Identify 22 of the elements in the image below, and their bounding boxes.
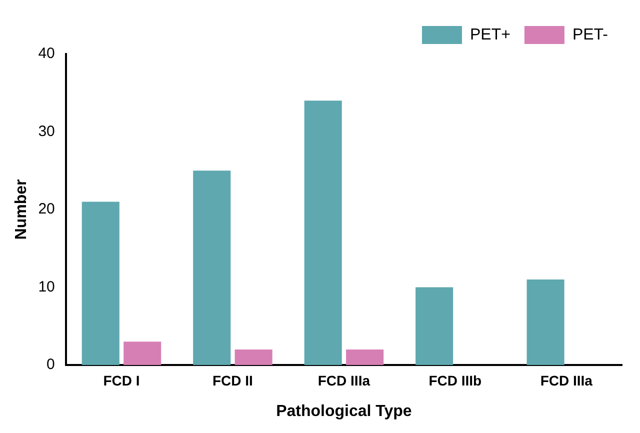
y-tick-label: 40	[38, 45, 55, 62]
y-axis-title: Number	[13, 179, 30, 240]
y-tick-label: 10	[38, 278, 55, 296]
x-tick-label: FCD IIIa	[540, 372, 593, 388]
bar	[416, 287, 454, 365]
x-axis-title: Pathological Type	[276, 402, 412, 420]
legend-label: PET-	[572, 26, 608, 44]
bar	[346, 349, 384, 365]
bar	[234, 349, 272, 365]
x-tick-label: FCD II	[212, 372, 253, 388]
bar	[193, 170, 231, 365]
x-tick-label: FCD IIIa	[318, 372, 370, 388]
bar	[82, 202, 120, 365]
y-tick-label: 20	[38, 200, 55, 218]
x-tick-label: FCD I	[103, 372, 140, 388]
y-tick-label: 0	[46, 356, 55, 374]
legend-label: PET+	[470, 26, 510, 44]
bar	[526, 279, 564, 365]
x-tick-label: FCD IIIb	[428, 372, 482, 388]
bar	[304, 100, 342, 365]
bar	[124, 342, 162, 365]
y-tick-label: 30	[38, 122, 55, 140]
